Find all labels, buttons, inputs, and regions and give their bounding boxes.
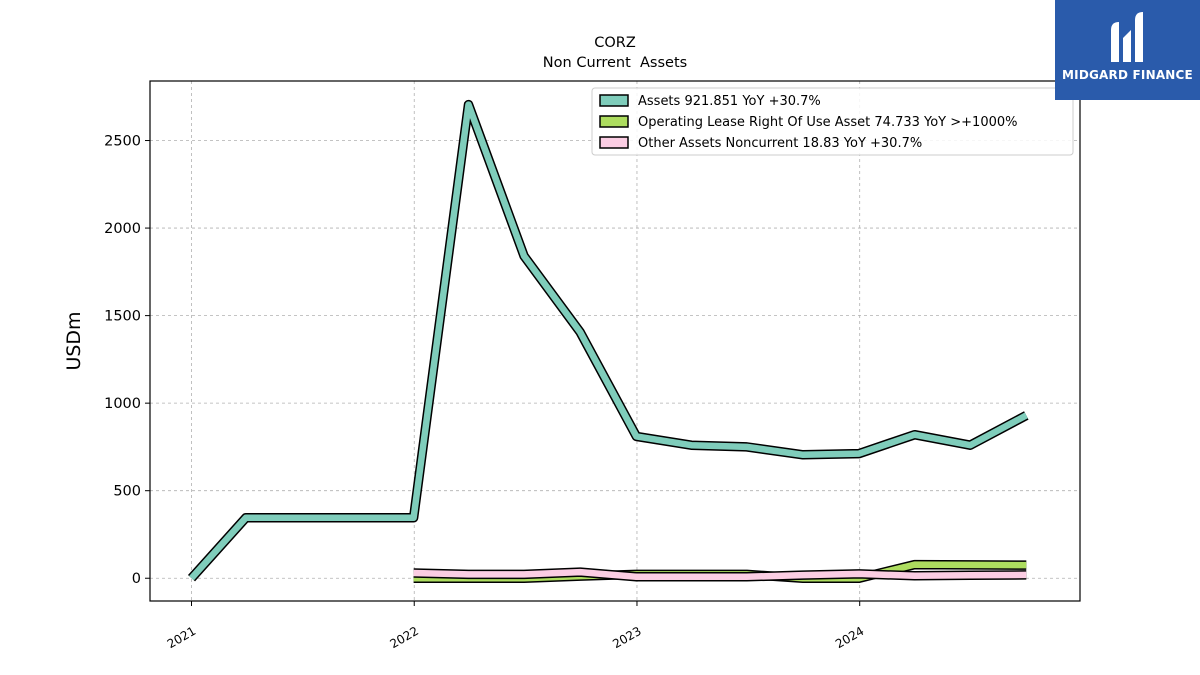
x-tick-label: 2021 — [165, 624, 198, 651]
y-tick-label: 500 — [113, 484, 141, 500]
x-tick-label: 2023 — [610, 624, 643, 651]
plot-series — [187, 99, 1029, 583]
x-tick-label: 2024 — [833, 624, 866, 651]
legend-swatch — [599, 115, 629, 128]
legend-swatch — [599, 136, 629, 149]
y-tick-label: 2000 — [104, 221, 141, 237]
series-line — [413, 568, 1027, 581]
y-tick-label: 1000 — [104, 396, 141, 412]
legend: Assets 921.851 YoY +30.7% Operating Lease… — [591, 87, 1074, 156]
chart-subtitle: Non Current Assets — [543, 55, 687, 71]
y-tick-label: 0 — [132, 571, 141, 587]
series-line-outline — [187, 99, 1029, 582]
grid — [150, 81, 1080, 601]
y-tick-label: 1500 — [104, 309, 141, 325]
y-tick-label: 2500 — [104, 134, 141, 150]
legend-label: Operating Lease Right Of Use Asset 74.73… — [638, 115, 1017, 130]
x-tick-label: 2022 — [388, 624, 421, 651]
logo-mark-icon — [1111, 12, 1143, 62]
chart-title: CORZ — [594, 35, 636, 51]
legend-label: Other Assets Noncurrent 18.83 YoY +30.7% — [638, 136, 922, 151]
series-line — [189, 101, 1028, 581]
legend-frame — [591, 87, 1074, 156]
plot-frame — [149, 80, 1081, 602]
legend-swatch — [599, 94, 629, 107]
legend-label: Assets 921.851 YoY +30.7% — [638, 94, 821, 109]
y-axis-label: USDm — [63, 311, 85, 370]
logo-text: MIDGARD FINANCE — [1062, 68, 1193, 82]
midgard-finance-logo: MIDGARD FINANCE — [1055, 0, 1200, 100]
